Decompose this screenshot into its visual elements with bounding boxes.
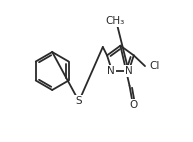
Text: S: S bbox=[76, 96, 82, 106]
Text: N: N bbox=[107, 66, 115, 76]
Text: CH₃: CH₃ bbox=[106, 16, 125, 26]
Text: Cl: Cl bbox=[149, 61, 160, 71]
Text: O: O bbox=[129, 100, 137, 110]
Text: N: N bbox=[125, 66, 133, 76]
